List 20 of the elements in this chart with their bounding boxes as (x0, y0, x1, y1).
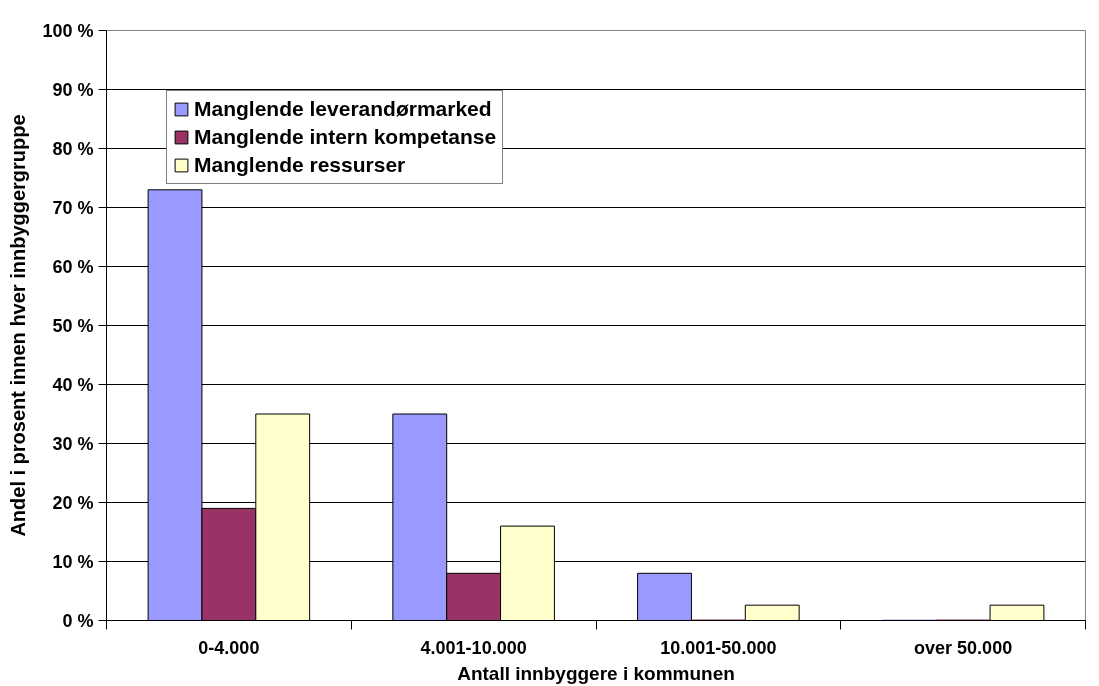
y-tick-label: 90 % (52, 79, 94, 100)
y-tick-label: 0 % (62, 610, 94, 631)
y-tick-label: 50 % (52, 315, 94, 336)
y-tick-label: 20 % (52, 492, 94, 513)
x-tick-label: 10.001-50.000 (660, 637, 777, 658)
x-tick-label: 0-4.000 (198, 637, 260, 658)
legend-label: Manglende intern kompetanse (194, 125, 497, 149)
legend-label: Manglende leverandørmarked (194, 97, 492, 121)
y-tick-label: 100 % (42, 20, 94, 41)
y-axis-title: Andel i prosent innen hver innbyggergruppe (7, 114, 30, 537)
y-tick-label: 40 % (52, 374, 94, 395)
x-tick-label: over 50.000 (914, 637, 1013, 658)
y-tick-label: 10 % (52, 551, 94, 572)
y-tick-label: 70 % (52, 197, 94, 218)
y-tick-label: 60 % (52, 256, 94, 277)
x-tick-label: 4.001-10.000 (420, 637, 527, 658)
y-tick-label: 80 % (52, 138, 94, 159)
x-axis-title: Antall innbyggere i kommunen (457, 662, 735, 684)
y-tick-label: 30 % (52, 433, 94, 454)
legend-label: Manglende ressurser (194, 153, 406, 177)
